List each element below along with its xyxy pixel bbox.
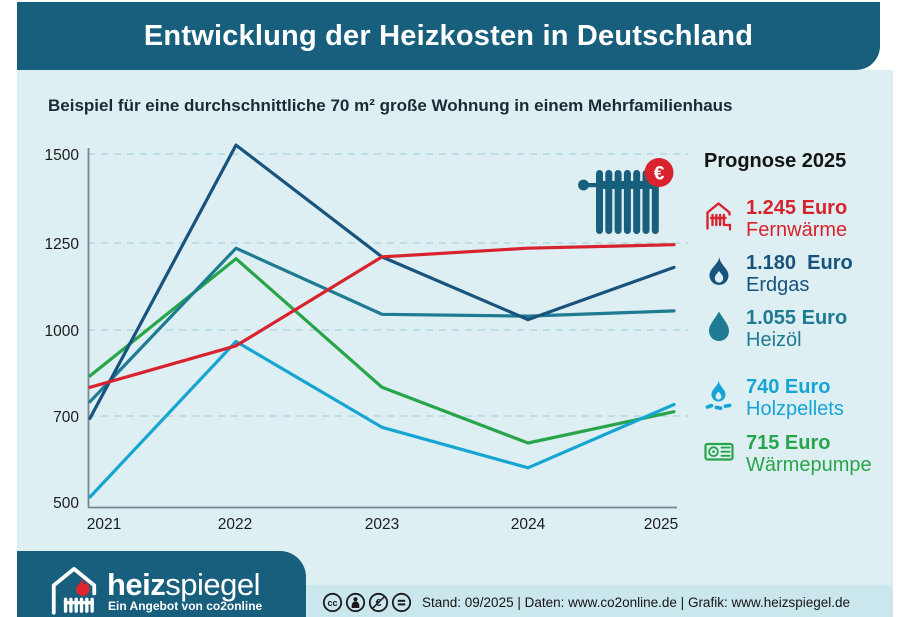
radiator-euro-icon: €	[578, 158, 674, 234]
legend-item-waermepumpe: 715 Euro Wärmepumpe	[703, 433, 893, 476]
header: Entwicklung der Heizkosten in Deutschlan…	[17, 2, 880, 70]
gridlines	[88, 153, 688, 417]
axes	[87, 148, 677, 509]
y-tick: 700	[53, 409, 79, 426]
line-fernwärme	[88, 243, 676, 389]
page-title: Entwicklung der Heizkosten in Deutschlan…	[143, 20, 754, 52]
cc-nd-icon	[391, 592, 412, 613]
legend-label: Erdgas	[746, 274, 810, 296]
x-tick: 2025	[644, 516, 678, 533]
content-background	[17, 70, 893, 585]
district-heating-icon	[703, 200, 735, 232]
cc-icon: cc	[322, 592, 343, 613]
oil-drop-icon	[703, 310, 735, 342]
y-axis-labels: 1500 1250 1000 700 500	[45, 147, 80, 512]
svg-text:cc: cc	[327, 598, 337, 608]
heat-pump-icon	[703, 435, 735, 467]
line-heizöl	[88, 246, 676, 404]
house-radiator-icon	[51, 567, 97, 615]
legend-value: 740 Euro	[746, 376, 831, 398]
legend-label: Wärmepumpe	[746, 454, 872, 476]
cc-nc-icon: €	[368, 592, 389, 613]
y-tick: 1250	[45, 236, 80, 253]
logo-word-heiz: heiz	[107, 567, 166, 602]
legend-label: Heizöl	[746, 329, 802, 351]
line-holzpellets	[88, 339, 676, 499]
legend-item-fernwaerme: 1.245 Euro Fernwärme	[703, 198, 893, 241]
y-tick: 1500	[45, 147, 80, 164]
license-icons: cc €	[322, 592, 412, 613]
series-lines	[88, 143, 676, 499]
footer-info: Stand: 09/2025 | Daten: www.co2online.de…	[422, 595, 851, 610]
legend-value: 1.245 Euro	[746, 197, 848, 219]
x-tick: 2022	[218, 516, 252, 533]
legend-item-holzpellets: 740 Euro Holzpellets	[703, 377, 893, 420]
logo-word-spiegel: spiegel	[165, 567, 261, 602]
legend-item-heizoel: 1.055 Euro Heizöl	[703, 308, 893, 351]
pellet-fire-icon	[703, 379, 735, 411]
chart-subtitle: Beispiel für eine durchschnittliche 70 m…	[48, 96, 733, 115]
y-tick: 1000	[45, 323, 80, 340]
legend-heading: Prognose 2025	[704, 150, 847, 172]
x-axis-labels: 2021 2022 2023 2024 2025	[87, 516, 678, 533]
y-tick: 500	[53, 495, 79, 512]
legend-label: Holzpellets	[746, 398, 844, 420]
cc-by-icon	[345, 592, 366, 613]
legend-value: 1.180 Euro	[746, 252, 853, 274]
legend-item-erdgas: 1.180 Euro Erdgas	[703, 253, 893, 296]
legend-value: 715 Euro	[746, 432, 831, 454]
gas-flame-icon	[703, 255, 735, 287]
x-tick: 2021	[87, 516, 121, 533]
legend-label: Fernwärme	[746, 219, 848, 241]
euro-symbol: €	[654, 164, 665, 185]
logo-wordmark: heizspiegel	[107, 567, 261, 602]
heizspiegel-logo: heizspiegel Ein Angebot von co2online	[17, 551, 306, 617]
x-tick: 2023	[365, 516, 399, 533]
x-tick: 2024	[511, 516, 546, 533]
logo-tagline: Ein Angebot von co2online	[108, 599, 263, 613]
euro-badge	[644, 158, 674, 187]
legend-value: 1.055 Euro	[746, 307, 848, 329]
